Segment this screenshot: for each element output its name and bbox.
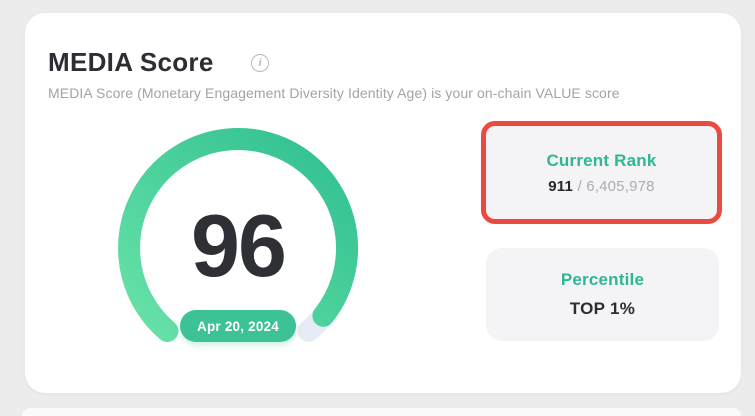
rank-total: 6,405,978 — [586, 177, 655, 195]
subtitle: MEDIA Score (Monetary Engagement Diversi… — [48, 85, 620, 101]
page-title: MEDIA Score — [48, 47, 214, 77]
current-rank-label: Current Rank — [546, 150, 657, 170]
score-date-badge: Apr 20, 2024 — [180, 310, 296, 342]
rank-value: 911 — [548, 177, 574, 195]
score-value: 96 — [191, 196, 287, 295]
current-rank-value-line: 911 / 6,405,978 — [548, 178, 654, 195]
current-rank-panel-highlighted: Current Rank 911 / 6,405,978 — [481, 121, 722, 224]
gauge-fill-arc — [118, 128, 358, 342]
percentile-value: TOP 1% — [569, 299, 636, 318]
percentile-label: Percentile — [560, 270, 645, 289]
media-score-card: MEDIA Score i MEDIA Score (Monetary Enga… — [25, 13, 741, 393]
percentile-panel: Percentile TOP 1% — [486, 248, 719, 341]
rank-separator: / — [573, 177, 587, 195]
info-icon[interactable]: i — [251, 54, 269, 72]
score-gauge: 96 Apr 20, 2024 — [113, 123, 363, 373]
next-card-top-edge — [22, 408, 741, 416]
gauge-arc-svg — [118, 127, 358, 342]
info-icon-glyph: i — [258, 57, 262, 69]
